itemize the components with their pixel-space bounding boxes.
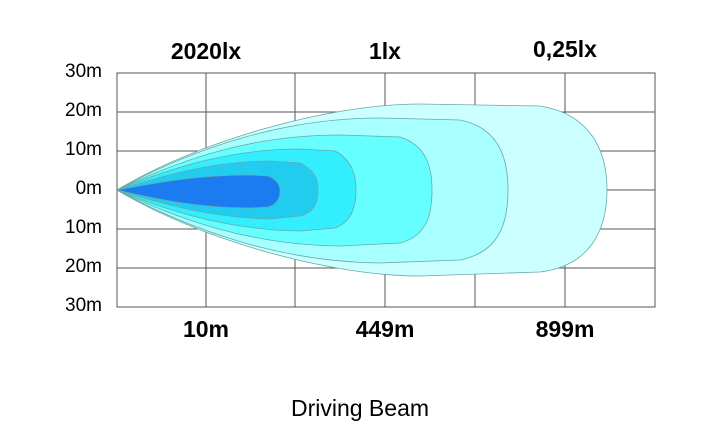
y-label: 10m [65,217,102,238]
y-label: 0m [76,178,102,199]
beam-pattern [115,103,608,277]
distance-label: 10m [183,316,229,342]
distance-label: 449m [356,316,415,342]
beam-zone [116,174,281,209]
lux-label: 2020lx [171,38,242,64]
distance-label: 899m [536,316,595,342]
title: Driving Beam [291,395,429,421]
y-label: 10m [65,139,102,160]
lux-label: 1lx [369,38,401,64]
lux-label: 0,25lx [533,36,597,62]
y-label: 30m [65,295,102,316]
y-label: 20m [65,256,102,277]
y-label: 30m [65,61,102,82]
y-label: 20m [65,100,102,121]
